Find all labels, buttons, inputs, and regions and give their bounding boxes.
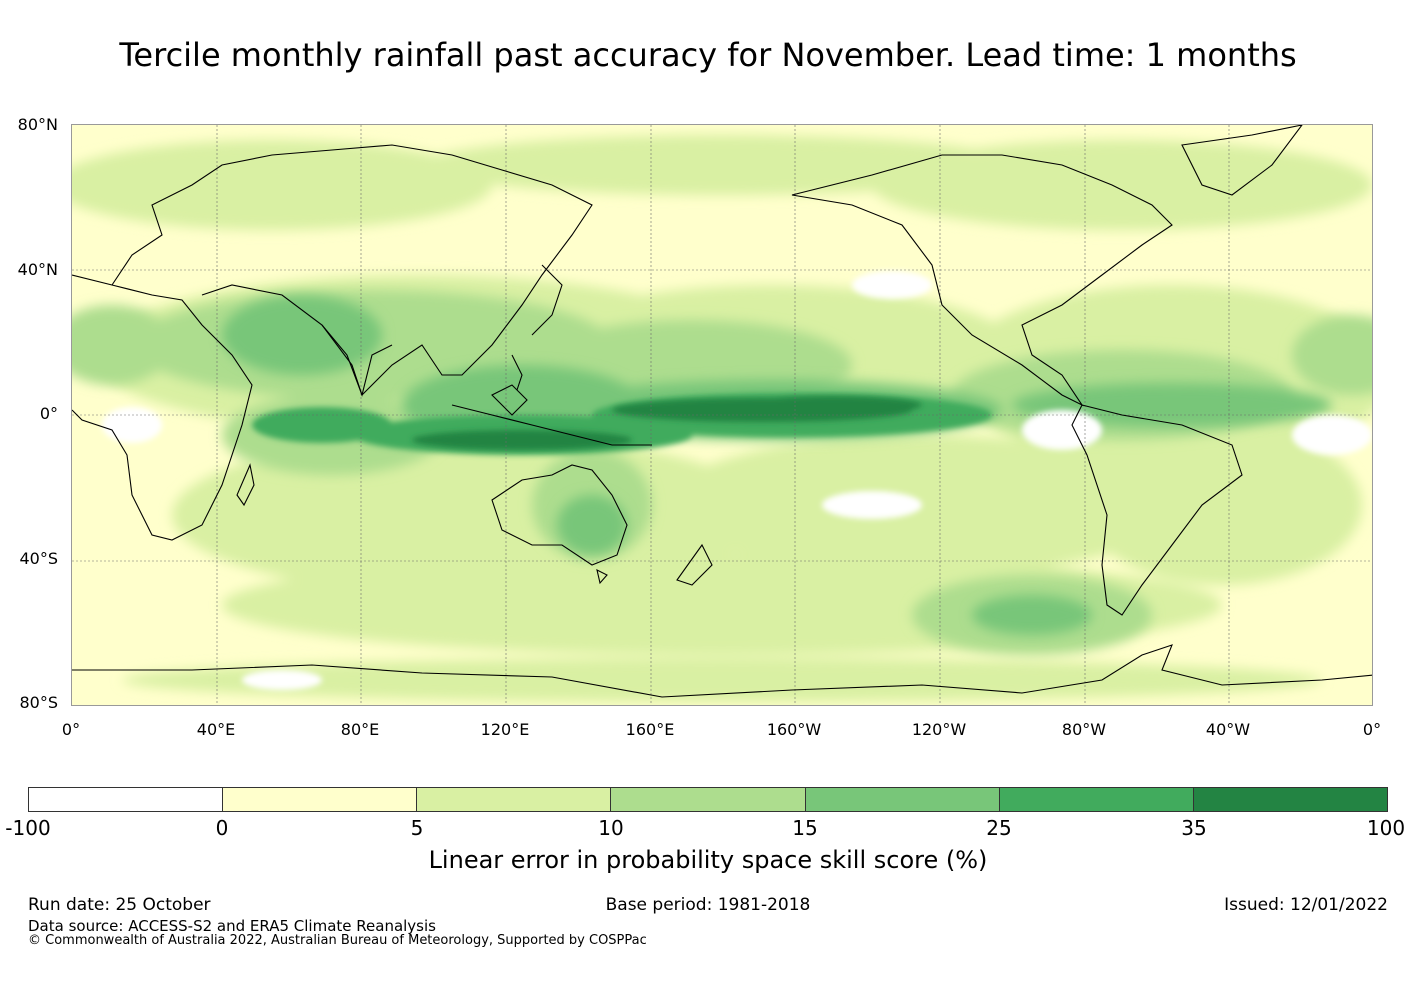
lat-label-40s: 40°S [19, 549, 58, 568]
coastline-philippines [511, 354, 523, 391]
colorbar-tick: -100 [5, 816, 51, 840]
colorbar-segment [999, 788, 1194, 811]
lat-label-80s: 80°S [19, 693, 58, 712]
colorbar-segment [29, 788, 224, 811]
lon-label-80e: 80°E [340, 720, 380, 739]
coastline-eurasia [111, 144, 593, 397]
base-period: Base period: 1981-2018 [605, 895, 811, 915]
coastline-north-america [791, 154, 1173, 407]
colorbar-segment [611, 788, 806, 811]
lat-label-equator: 0° [39, 404, 58, 423]
colorbar-tick: 100 [1366, 816, 1406, 840]
field-35-100 [412, 396, 922, 450]
colorbar-segment [805, 788, 1000, 811]
coastline-south-america [1071, 404, 1243, 616]
coastline-australia [491, 464, 628, 566]
lat-label-40n: 40°N [17, 260, 58, 279]
lat-label-80n: 80°N [17, 115, 58, 134]
lon-label-40e: 40°E [196, 720, 236, 739]
data-source: Data source: ACCESS-S2 and ERA5 Climate … [28, 917, 436, 935]
lon-label-120e: 120°E [480, 720, 530, 739]
map-canvas [72, 125, 1372, 705]
colorbar-tick: 5 [410, 816, 424, 840]
lon-label-160e: 160°E [625, 720, 675, 739]
colorbar-tick: 0 [215, 816, 229, 840]
lon-label-120w: 120°W [911, 720, 967, 739]
map-title: Tercile monthly rainfall past accuracy f… [119, 36, 1297, 74]
field-negative [102, 271, 1372, 690]
coastline-india [321, 324, 393, 397]
coastline-maritime-continent [451, 404, 652, 446]
run-date: Run date: 25 October [28, 895, 211, 915]
coastlines [72, 125, 1372, 698]
colorbar-tick: 35 [1181, 816, 1207, 840]
coastline-borneo [491, 384, 528, 416]
coastline-greenland [1181, 125, 1303, 196]
skill-score-map [71, 124, 1373, 706]
colorbar-tick: 10 [598, 816, 624, 840]
lon-label-40w: 40°W [1205, 720, 1251, 739]
lon-label-160w: 160°W [766, 720, 822, 739]
coastline-japan [531, 264, 563, 336]
colorbar-tick: 15 [792, 816, 818, 840]
colorbar-tick: 25 [986, 816, 1012, 840]
issued-date: Issued: 12/01/2022 [1224, 895, 1388, 915]
colorbar [28, 787, 1388, 812]
graticule [72, 125, 1372, 705]
coastline-africa [72, 274, 253, 541]
colorbar-label: Linear error in probability space skill … [428, 846, 988, 874]
colorbar-segment [223, 788, 418, 811]
colorbar-segment [417, 788, 612, 811]
lon-label-0-east: 0° [1362, 720, 1382, 739]
copyright: © Commonwealth of Australia 2022, Austra… [28, 933, 647, 948]
coastline-new-zealand [676, 543, 713, 586]
colorbar-segment [1193, 788, 1387, 811]
lon-label-0: 0° [61, 720, 81, 739]
coastline-madagascar [236, 463, 255, 507]
coastline-tasmania [596, 568, 608, 585]
coastline-antarctica [72, 644, 1372, 698]
lon-label-80w: 80°W [1061, 720, 1107, 739]
